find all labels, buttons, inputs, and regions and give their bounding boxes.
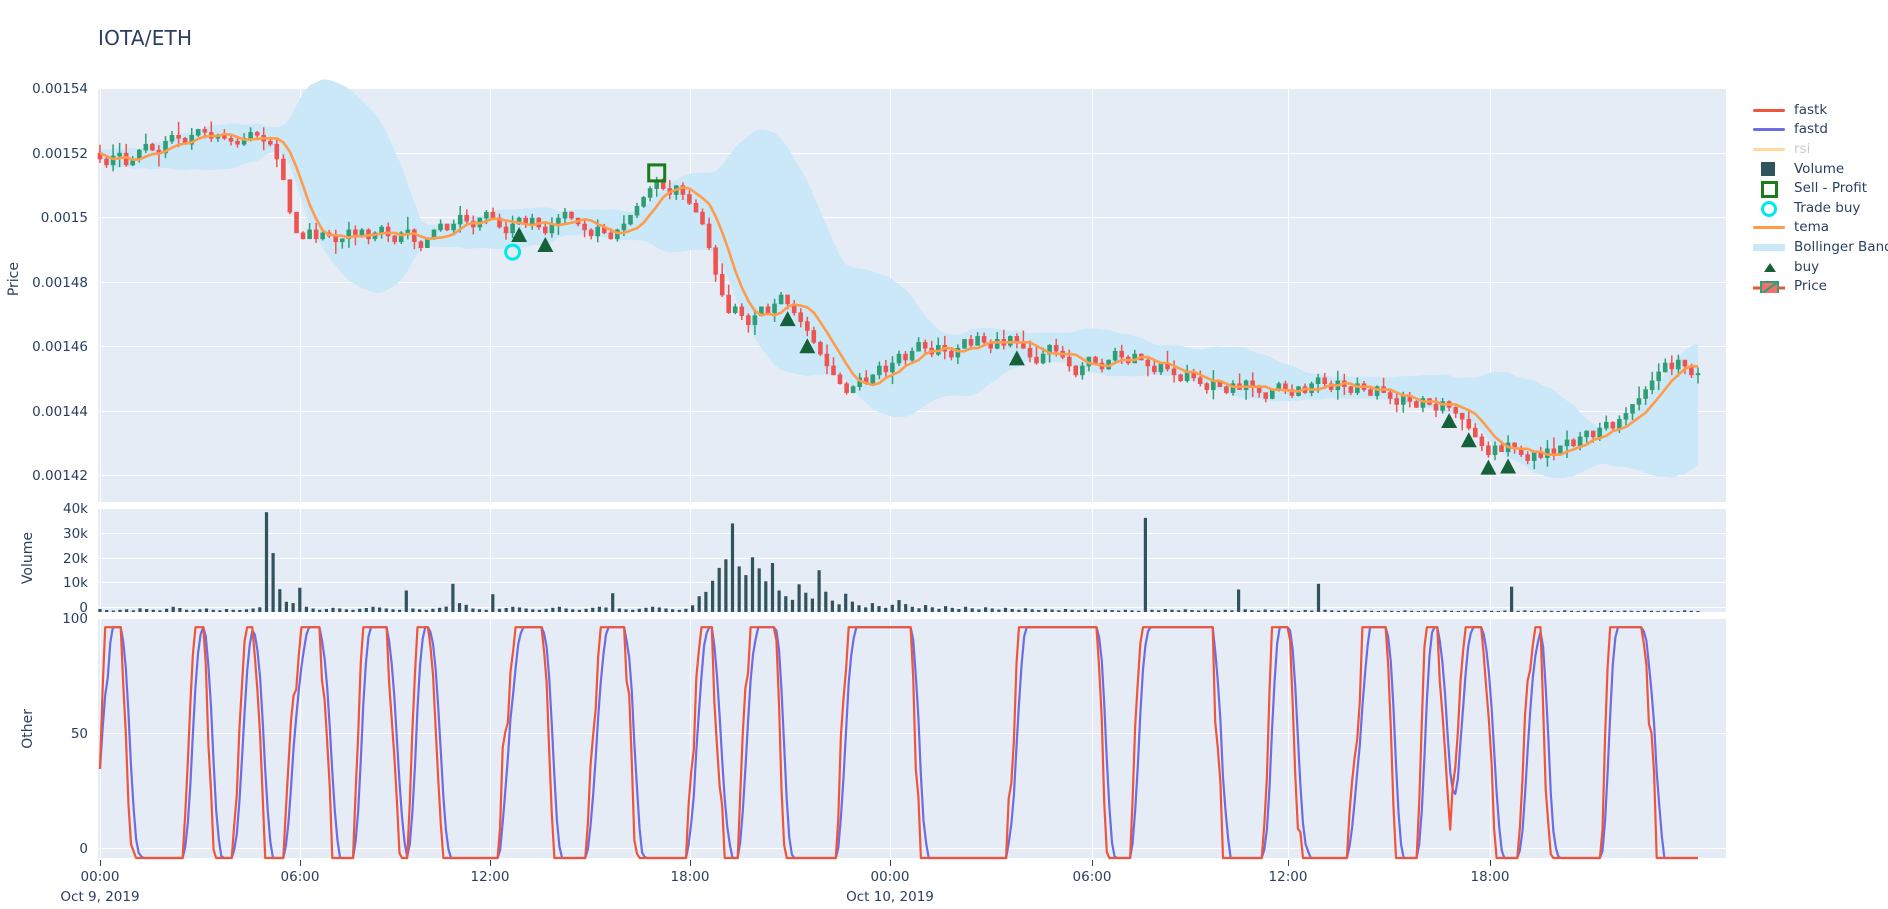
legend: fastk fastd rsi Volume Sell - Profit Trade bu… xyxy=(1752,100,1888,296)
x-tick-label: 12:00 xyxy=(450,860,530,885)
y-tick-volume: 30k xyxy=(63,525,88,542)
x-axis-date-label: Oct 10, 2019 xyxy=(846,889,934,905)
y-tick-other: 50 xyxy=(70,726,88,742)
buy-triangle-marker xyxy=(1441,413,1458,429)
buy-triangle-marker xyxy=(511,227,528,243)
volume-axis-title: Volume xyxy=(20,532,36,585)
buy-triangle-marker xyxy=(537,236,554,252)
x-tick-label: 12:00 xyxy=(1248,860,1328,885)
x-tick-label: 06:00 xyxy=(1052,860,1132,885)
legend-item-fastd[interactable]: fastd xyxy=(1752,120,1888,140)
other-panel xyxy=(98,618,1726,860)
legend-item-label: Sell - Profit xyxy=(1794,180,1868,197)
y-tick-price: 0.00142 xyxy=(32,468,88,484)
y-tick-other: 100 xyxy=(62,611,88,627)
buy-triangle-marker xyxy=(1480,459,1497,475)
buy-triangle-marker xyxy=(799,338,816,354)
triangle-up-swatch xyxy=(1752,259,1786,275)
y-tick-volume: 0 xyxy=(79,600,88,616)
tema-line xyxy=(99,132,1699,456)
circle-outline-swatch xyxy=(1752,200,1786,217)
x-tick-label: 06:00 xyxy=(260,860,340,885)
line-swatch xyxy=(1752,102,1786,118)
y-tick-other: 0 xyxy=(79,841,88,857)
band-swatch xyxy=(1752,239,1786,255)
candlestick-swatch xyxy=(1752,278,1786,294)
x-tick-label: 18:00 xyxy=(650,860,730,885)
legend-item-label: Volume xyxy=(1794,160,1845,177)
square-swatch xyxy=(1752,161,1786,177)
buy-triangle-marker xyxy=(1500,458,1517,474)
y-tick-price: 0.00154 xyxy=(32,81,88,97)
volume-bars xyxy=(98,512,1700,612)
legend-item-tema[interactable]: tema xyxy=(1752,218,1888,238)
legend-item-label: Price xyxy=(1794,278,1827,295)
legend-item-bollinger-band[interactable]: Bollinger Band xyxy=(1752,237,1888,257)
legend-item-label: Bollinger Band xyxy=(1794,238,1888,255)
y-tick-price: 0.00148 xyxy=(32,274,88,291)
sell-profit-square-marker xyxy=(647,163,667,183)
fastk-line xyxy=(98,626,1698,860)
volume-series-plot xyxy=(98,512,1700,612)
legend-item-price[interactable]: Price xyxy=(1752,276,1888,296)
y-tick-price: 0.00152 xyxy=(32,145,88,162)
legend-item-trade-buy[interactable]: Trade buy xyxy=(1752,198,1888,218)
volume-panel xyxy=(98,508,1726,612)
legend-item-buy[interactable]: buy xyxy=(1752,257,1888,277)
y-tick-volume: 10k xyxy=(63,575,88,592)
legend-item-label: buy xyxy=(1794,258,1820,275)
page-title: IOTA/ETH xyxy=(98,26,193,50)
fastd-line xyxy=(98,626,1698,860)
x-tick-label: 18:00 xyxy=(1450,860,1530,885)
buy-triangle-marker xyxy=(1460,432,1477,448)
buy-triangle-marker xyxy=(1008,350,1025,366)
price-series-plot xyxy=(97,79,1701,479)
line-swatch xyxy=(1752,141,1786,157)
x-axis-date-label: Oct 9, 2019 xyxy=(60,889,140,905)
price-axis-title: Price xyxy=(6,262,22,297)
legend-item-label: rsi xyxy=(1794,140,1811,157)
other-axis-title: Other xyxy=(20,709,36,749)
buy-markers xyxy=(511,227,1517,475)
x-tick-label: 00:00 xyxy=(850,860,930,885)
y-tick-volume: 40k xyxy=(63,501,88,517)
legend-item-label: Trade buy xyxy=(1794,199,1861,216)
legend-item-rsi[interactable]: rsi xyxy=(1752,139,1888,159)
oscillator-series-plot xyxy=(98,626,1698,860)
y-tick-volume: 20k xyxy=(63,550,88,567)
legend-item-label: tema xyxy=(1794,219,1830,236)
legend-item-volume[interactable]: Volume xyxy=(1752,159,1888,179)
line-swatch xyxy=(1752,219,1786,235)
trade-buy-circle-marker xyxy=(504,243,522,261)
square-outline-swatch xyxy=(1752,180,1786,199)
x-tick-label: 00:00 xyxy=(60,860,140,885)
y-tick-price: 0.00146 xyxy=(32,339,88,355)
y-tick-price: 0.00144 xyxy=(32,403,88,420)
line-swatch xyxy=(1752,121,1786,137)
legend-item-label: fastk xyxy=(1794,101,1828,118)
legend-item-sell-profit[interactable]: Sell - Profit xyxy=(1752,178,1888,199)
legend-item-label: fastd xyxy=(1794,121,1828,138)
price-panel xyxy=(97,79,1726,502)
buy-triangle-marker xyxy=(779,311,796,327)
legend-item-fastk[interactable]: fastk xyxy=(1752,100,1888,120)
bollinger-band-area xyxy=(100,79,1698,479)
y-tick-price: 0.0015 xyxy=(40,210,88,226)
